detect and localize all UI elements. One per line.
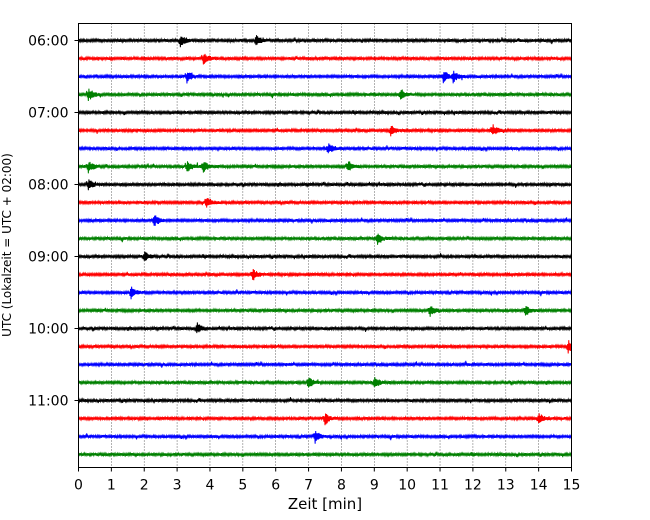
seismic-trace-0615 — [78, 53, 572, 65]
x-tick-label: 13 — [497, 478, 515, 494]
seismic-trace-0730 — [78, 143, 572, 154]
y-axis: 06:00 07:00 08:00 09:00 10:00 11:00 — [28, 34, 79, 410]
seismic-trace-1045 — [78, 377, 572, 388]
x-tick-label: 11 — [431, 478, 449, 494]
seismic-trace-0930 — [78, 286, 572, 300]
x-tick-label: 10 — [398, 478, 416, 494]
x-tick-label: 1 — [107, 478, 116, 494]
x-tick-label: 5 — [238, 478, 247, 494]
seismic-trace-1100 — [78, 397, 572, 404]
seismic-trace-0745 — [78, 161, 572, 174]
x-tick-label: 6 — [271, 478, 280, 494]
x-tick-label: 14 — [530, 478, 548, 494]
x-tick-label: 8 — [337, 478, 346, 494]
seismic-trace-0700 — [78, 109, 572, 116]
x-axis-label: Zeit [min] — [288, 495, 362, 513]
seismic-trace-0815 — [78, 197, 572, 208]
seismic-trace-1015 — [78, 340, 572, 354]
seismic-trace-0630 — [78, 70, 572, 84]
x-tick-label: 2 — [140, 478, 149, 494]
seismic-trace-1030 — [78, 360, 572, 368]
seismic-trace-0945 — [78, 306, 572, 317]
y-tick-label: 07:00 — [28, 106, 68, 122]
seismic-trace-0600 — [78, 35, 572, 48]
y-tick-label: 09:00 — [28, 250, 68, 266]
x-tick-label: 9 — [370, 478, 379, 494]
x-tick-label: 15 — [563, 478, 581, 494]
seismic-trace-0645 — [78, 88, 572, 102]
seismic-trace-0900 — [78, 251, 572, 261]
seismic-trace-1145 — [78, 451, 572, 458]
grid-layer — [111, 23, 539, 468]
y-axis-label: UTC (Lokalzeit = UTC + 02:00) — [0, 153, 14, 337]
x-tick-label: 3 — [173, 478, 182, 494]
seismic-trace-0800 — [78, 179, 572, 191]
seismic-trace-1115 — [78, 413, 572, 426]
y-tick-label: 10:00 — [28, 322, 68, 338]
x-tick-label: 12 — [464, 478, 482, 494]
seismic-trace-0845 — [78, 233, 572, 245]
seismic-trace-0830 — [78, 215, 572, 226]
y-tick-label: 06:00 — [28, 34, 68, 50]
plot-frame — [78, 23, 572, 468]
seismic-trace-1000 — [78, 322, 572, 334]
seismic-trace-1130 — [78, 431, 572, 444]
x-axis: 0 1 2 3 4 5 6 7 8 9 10 11 12 13 14 15 — [74, 467, 581, 494]
y-tick-label: 11:00 — [28, 394, 68, 410]
seismic-trace-0715 — [78, 124, 572, 137]
seismic-trace-0915 — [78, 268, 572, 281]
x-tick-label: 4 — [206, 478, 215, 494]
y-tick-label: 08:00 — [28, 178, 68, 194]
x-tick-label: 7 — [304, 478, 313, 494]
x-tick-label: 0 — [74, 478, 83, 494]
trace-layer — [78, 35, 572, 458]
